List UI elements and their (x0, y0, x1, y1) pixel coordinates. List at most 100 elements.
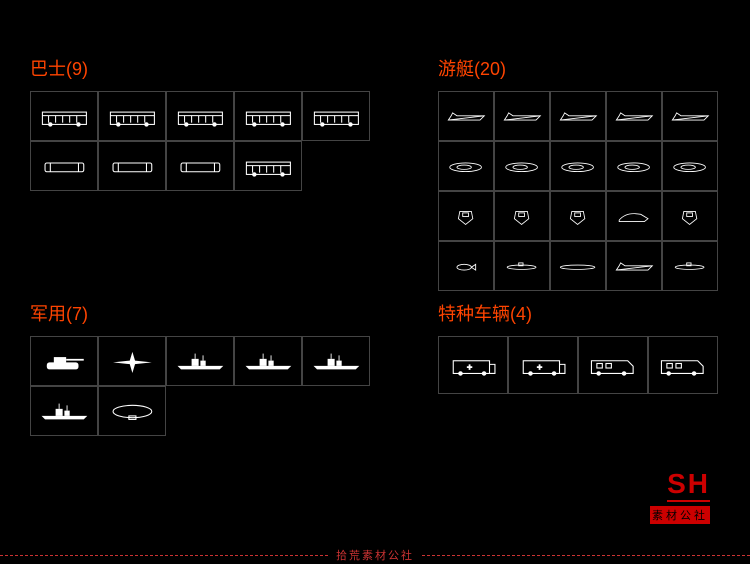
category-title-special: 特种车辆(4) (438, 300, 718, 326)
warship-3-icon (310, 347, 363, 376)
warship-1-icon (174, 347, 227, 376)
cell-military-4[interactable] (302, 336, 370, 386)
airship-icon (106, 397, 159, 426)
boat-front-3-icon (556, 202, 599, 231)
bus-side-3-icon (174, 102, 227, 131)
category-title-military: 军用(7) (30, 300, 370, 326)
ambulance-2-icon (516, 348, 570, 382)
cell-bus-1[interactable] (98, 91, 166, 141)
cell-bus-3[interactable] (234, 91, 302, 141)
cell-bus-0[interactable] (30, 91, 98, 141)
cell-military-2[interactable] (166, 336, 234, 386)
cell-military-9[interactable] (302, 386, 370, 436)
category-special: 特种车辆(4) (438, 300, 718, 394)
grid-special (438, 336, 718, 394)
sub-icon (668, 252, 711, 281)
category-bus: 巴士(9) (30, 55, 370, 191)
footer-line-left (0, 555, 328, 556)
cell-military-6[interactable] (98, 386, 166, 436)
bus-top-1-icon (38, 152, 91, 181)
cell-bus-9[interactable] (302, 141, 370, 191)
cell-yacht-7[interactable] (550, 141, 606, 191)
warship-2-icon (242, 347, 295, 376)
cell-bus-6[interactable] (98, 141, 166, 191)
cell-yacht-3[interactable] (606, 91, 662, 141)
boat-top-2-icon (500, 152, 543, 181)
boat-top-5-icon (668, 152, 711, 181)
yacht-4-icon (612, 102, 655, 131)
cell-yacht-14[interactable] (662, 191, 718, 241)
cell-special-1[interactable] (508, 336, 578, 394)
category-title-bus: 巴士(9) (30, 55, 370, 81)
cell-yacht-9[interactable] (662, 141, 718, 191)
yacht-1-icon (444, 102, 487, 131)
cell-yacht-15[interactable] (438, 241, 494, 291)
bus-top-3-icon (174, 152, 227, 181)
cell-yacht-1[interactable] (494, 91, 550, 141)
cell-yacht-4[interactable] (662, 91, 718, 141)
cell-bus-8[interactable] (234, 141, 302, 191)
yacht-3-icon (556, 102, 599, 131)
rv-1-icon (586, 348, 640, 382)
destroyer-icon (38, 397, 91, 426)
category-military: 军用(7) (30, 300, 370, 436)
speedboat-icon (612, 252, 655, 281)
torpedo-icon (500, 252, 543, 281)
bus-top-2-icon (106, 152, 159, 181)
cell-military-3[interactable] (234, 336, 302, 386)
boat-top-4-icon (612, 152, 655, 181)
bus-side-6-icon (242, 152, 295, 181)
logo: SH 素材公社 (650, 470, 710, 524)
footer-text: 拾荒素材公社 (328, 547, 422, 563)
cell-yacht-8[interactable] (606, 141, 662, 191)
yacht-2-icon (500, 102, 543, 131)
category-yacht: 游艇(20) (438, 55, 718, 291)
bus-side-5-icon (310, 102, 363, 131)
kayak-icon (556, 252, 599, 281)
cell-yacht-0[interactable] (438, 91, 494, 141)
cell-military-7[interactable] (166, 386, 234, 436)
cell-military-1[interactable] (98, 336, 166, 386)
bus-side-2-icon (106, 102, 159, 131)
cell-yacht-2[interactable] (550, 91, 606, 141)
grid-bus (30, 91, 370, 191)
yacht-5-icon (668, 102, 711, 131)
cell-military-8[interactable] (234, 386, 302, 436)
cell-bus-7[interactable] (166, 141, 234, 191)
cell-yacht-13[interactable] (606, 191, 662, 241)
cell-yacht-12[interactable] (550, 191, 606, 241)
cell-special-0[interactable] (438, 336, 508, 394)
fish-icon (444, 252, 487, 281)
boat-top-1-icon (444, 152, 487, 181)
cell-bus-2[interactable] (166, 91, 234, 141)
cell-yacht-5[interactable] (438, 141, 494, 191)
cell-yacht-18[interactable] (606, 241, 662, 291)
logo-sub: 素材公社 (650, 506, 710, 524)
boat-front-4-icon (668, 202, 711, 231)
bus-side-4-icon (242, 102, 295, 131)
category-title-yacht: 游艇(20) (438, 55, 718, 81)
logo-main: SH (667, 470, 710, 502)
cell-bus-4[interactable] (302, 91, 370, 141)
cell-bus-5[interactable] (30, 141, 98, 191)
grid-military (30, 336, 370, 436)
cell-special-2[interactable] (578, 336, 648, 394)
cell-yacht-11[interactable] (494, 191, 550, 241)
cell-yacht-16[interactable] (494, 241, 550, 291)
cell-military-0[interactable] (30, 336, 98, 386)
grid-yacht (438, 91, 718, 291)
rv-2-icon (656, 348, 710, 382)
cell-yacht-17[interactable] (550, 241, 606, 291)
cell-military-5[interactable] (30, 386, 98, 436)
jetski-icon (612, 202, 655, 231)
cell-yacht-19[interactable] (662, 241, 718, 291)
footer: 拾荒素材公社 (0, 546, 750, 564)
cell-yacht-10[interactable] (438, 191, 494, 241)
boat-front-2-icon (500, 202, 543, 231)
boat-front-1-icon (444, 202, 487, 231)
footer-line-right (422, 555, 750, 556)
cell-special-3[interactable] (648, 336, 718, 394)
cell-yacht-6[interactable] (494, 141, 550, 191)
bus-side-1-icon (38, 102, 91, 131)
ambulance-1-icon (446, 348, 500, 382)
